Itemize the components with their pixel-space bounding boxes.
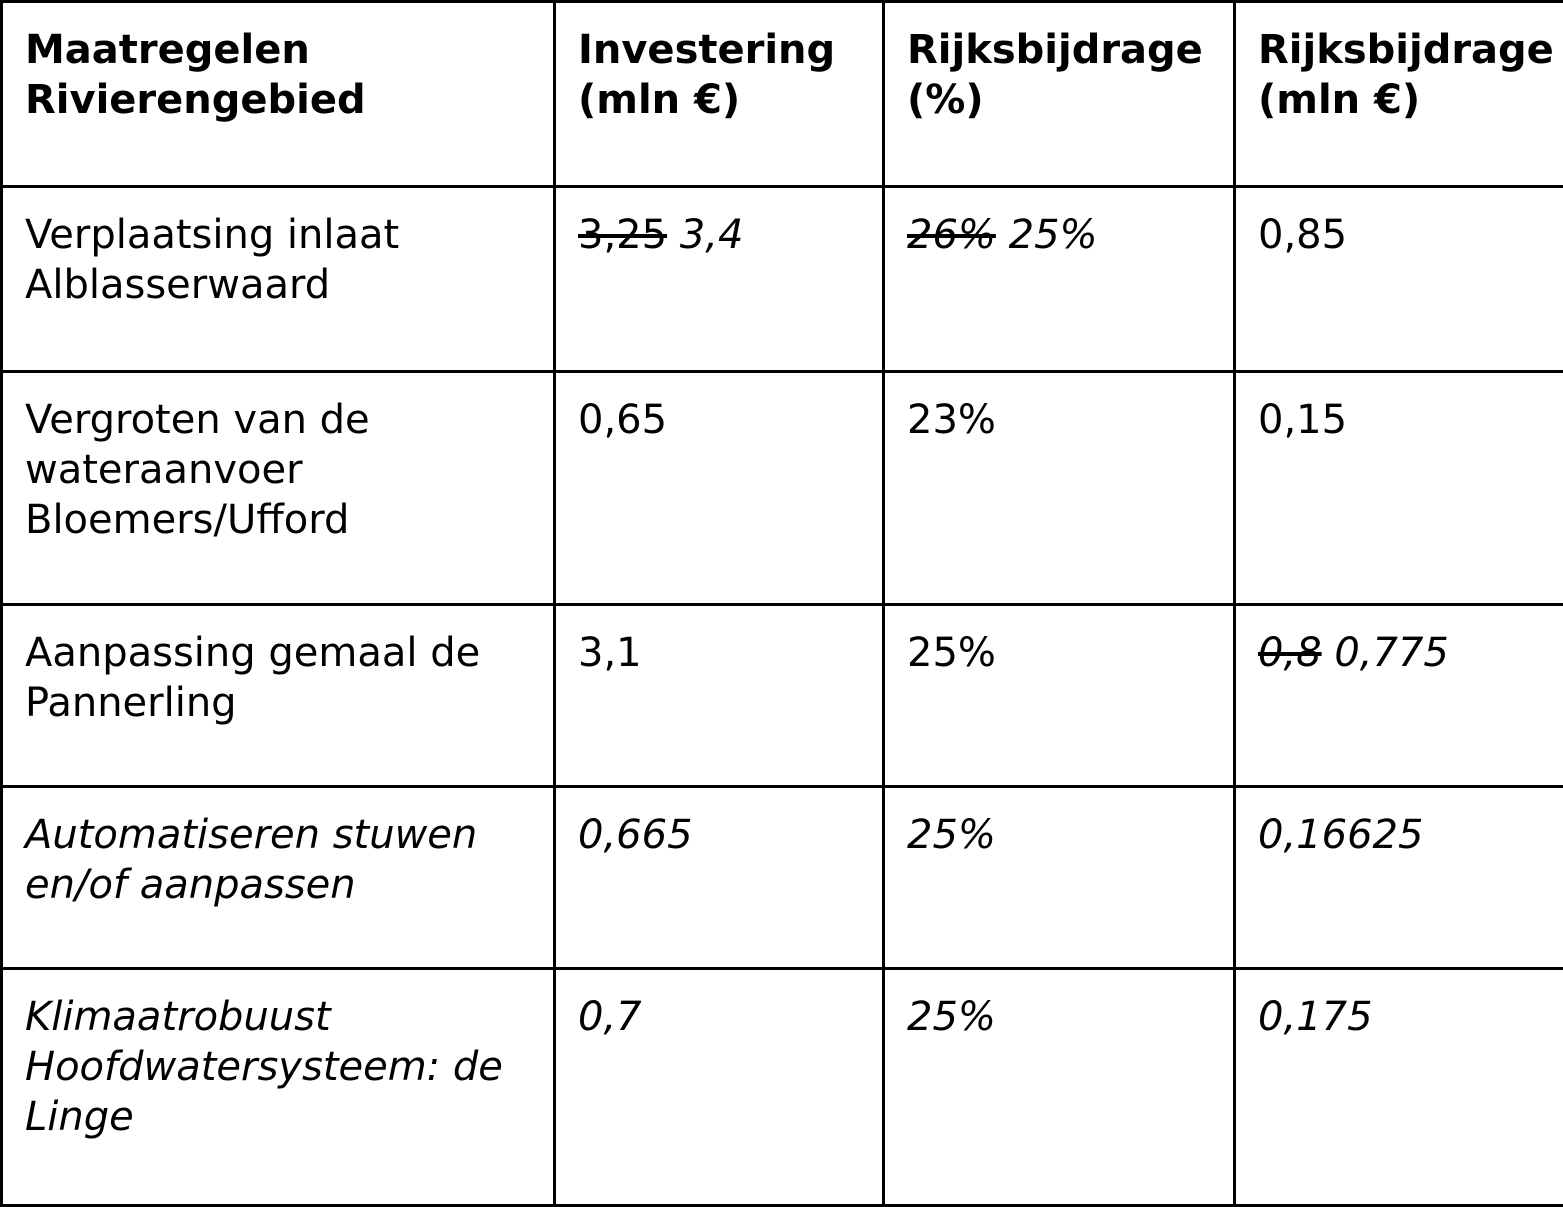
value-cell: 0,7: [555, 969, 884, 1206]
value-cell: 0,175: [1235, 969, 1563, 1206]
cell-text: Vergroten van de wateraanvoer Bloemers/U…: [25, 397, 370, 543]
value-cell: 0,65: [555, 372, 884, 605]
column-header-rijksbijdrage-mln: Rijksbijdrage (mln €): [1235, 2, 1563, 187]
value-cell: 0,8 0,775: [1235, 605, 1563, 787]
cell-text: 0,16625: [1258, 812, 1423, 858]
cell-text: 0,15: [1258, 397, 1347, 443]
cell-text: 25%: [907, 630, 996, 676]
deleted-value: 3,25: [578, 212, 667, 258]
value-cell: 0,15: [1235, 372, 1563, 605]
cell-text: 0,175: [1258, 994, 1373, 1040]
cell-text: 0,65: [578, 397, 667, 443]
cell-text: 3,1: [578, 630, 642, 676]
cell-text: 23%: [907, 397, 996, 443]
cell-text: Automatiseren stuwen en/of aanpassen: [25, 812, 477, 908]
measure-name-cell: Automatiseren stuwen en/of aanpassen: [2, 787, 555, 969]
value-cell: 0,665: [555, 787, 884, 969]
cell-text: 0,7: [578, 994, 642, 1040]
table-row: Klimaatrobuust Hoofdwatersysteem: de Lin…: [2, 969, 1563, 1206]
value-cell: 25%: [884, 605, 1235, 787]
value-cell: 25%: [884, 787, 1235, 969]
deleted-value: 26%: [907, 212, 996, 258]
table-header: Maatregelen Rivierengebied Investering (…: [2, 2, 1563, 187]
value-cell: 26% 25%: [884, 187, 1235, 372]
measure-name-cell: Klimaatrobuust Hoofdwatersysteem: de Lin…: [2, 969, 555, 1206]
value-cell: 0,16625: [1235, 787, 1563, 969]
measure-name-cell: Verplaatsing inlaat Alblasserwaard: [2, 187, 555, 372]
cell-text: 0,775: [1334, 630, 1449, 676]
cell-text: Aanpassing gemaal de Pannerling: [25, 630, 480, 726]
cell-text: 25%: [907, 812, 996, 858]
value-cell: 3,25 3,4: [555, 187, 884, 372]
measure-name-cell: Vergroten van de wateraanvoer Bloemers/U…: [2, 372, 555, 605]
measure-name-cell: Aanpassing gemaal de Pannerling: [2, 605, 555, 787]
deleted-value: 0,8: [1258, 630, 1322, 676]
cell-text: 0,85: [1258, 212, 1347, 258]
cell-text: 3,4: [680, 212, 744, 258]
cell-text: 25%: [907, 994, 996, 1040]
table-body: Verplaatsing inlaat Alblasserwaard 3,25 3…: [2, 187, 1563, 1206]
table-row: Vergroten van de wateraanvoer Bloemers/U…: [2, 372, 1563, 605]
table-row: Aanpassing gemaal de Pannerling 3,1 25% 0,8…: [2, 605, 1563, 787]
value-cell: 23%: [884, 372, 1235, 605]
column-header-investering-mln: Investering (mln €): [555, 2, 884, 187]
cell-text: 25%: [1009, 212, 1098, 258]
column-header-maatregelen-rivierengebied: Maatregelen Rivierengebied: [2, 2, 555, 187]
header-row: Maatregelen Rivierengebied Investering (…: [2, 2, 1563, 187]
value-cell: 0,85: [1235, 187, 1563, 372]
table-row: Automatiseren stuwen en/of aanpassen 0,66…: [2, 787, 1563, 969]
value-cell: 3,1: [555, 605, 884, 787]
value-cell: 25%: [884, 969, 1235, 1206]
column-header-rijksbijdrage-pct: Rijksbijdrage (%): [884, 2, 1235, 187]
cell-text: 0,665: [578, 812, 693, 858]
cell-text: Verplaatsing inlaat Alblasserwaard: [25, 212, 399, 308]
table-row: Verplaatsing inlaat Alblasserwaard 3,25 3…: [2, 187, 1563, 372]
cell-text: Klimaatrobuust Hoofdwatersysteem: de Lin…: [25, 994, 503, 1140]
